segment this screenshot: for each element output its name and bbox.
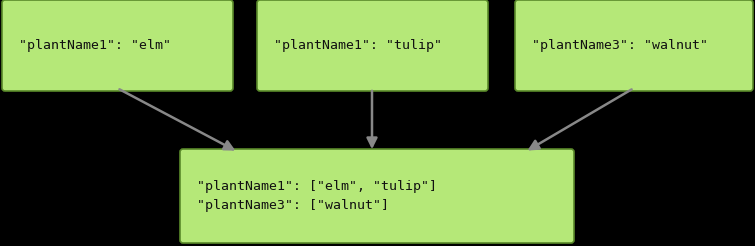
- FancyBboxPatch shape: [515, 0, 753, 91]
- Text: "plantName1": ["elm", "tulip"]
"plantName3": ["walnut"]: "plantName1": ["elm", "tulip"] "plantNam…: [197, 180, 437, 212]
- FancyBboxPatch shape: [2, 0, 233, 91]
- Text: "plantName1": "elm": "plantName1": "elm": [19, 39, 171, 52]
- Text: "plantName3": "walnut": "plantName3": "walnut": [532, 39, 708, 52]
- Text: "plantName1": "tulip": "plantName1": "tulip": [274, 39, 442, 52]
- FancyBboxPatch shape: [180, 149, 574, 243]
- FancyBboxPatch shape: [257, 0, 488, 91]
